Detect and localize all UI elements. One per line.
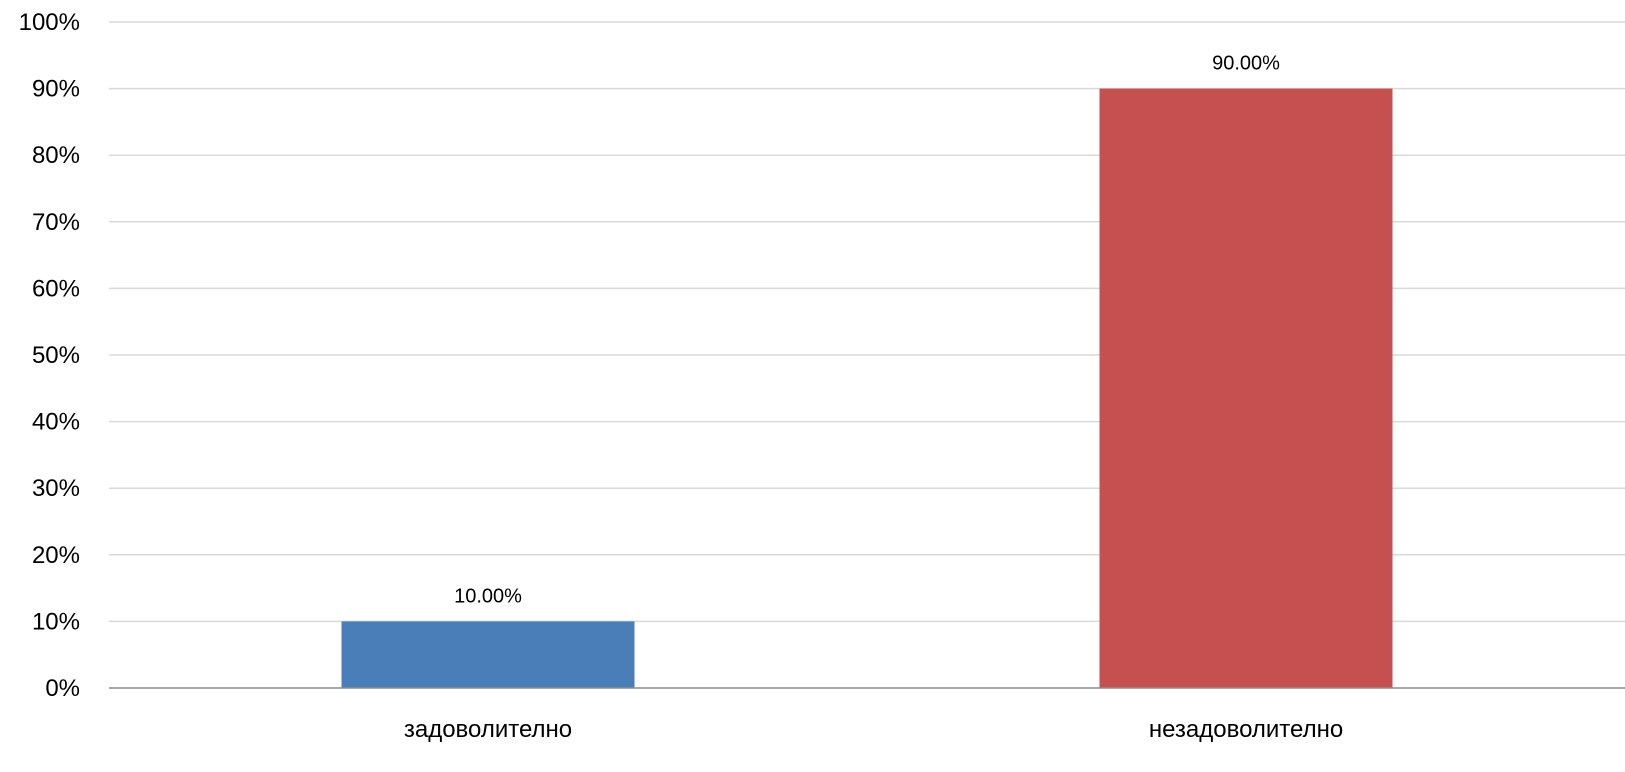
bar-1 <box>341 621 635 688</box>
x-category-label: задоволително <box>404 716 572 743</box>
data-label: 10.00% <box>454 585 522 607</box>
y-tick-label: 80% <box>32 142 80 169</box>
x-axis-labels: задоволително незадоволително <box>404 716 1343 743</box>
y-tick-label: 90% <box>32 76 80 103</box>
bars <box>341 88 1393 689</box>
y-tick-label: 20% <box>32 542 80 569</box>
data-label: 90.00% <box>1212 53 1280 75</box>
y-tick-label: 100% <box>19 9 80 36</box>
y-tick-label: 50% <box>32 342 80 369</box>
y-tick-label: 30% <box>32 475 80 502</box>
y-tick-label: 40% <box>32 409 80 436</box>
y-tick-label: 60% <box>32 275 80 302</box>
x-category-label: незадоволително <box>1149 716 1343 743</box>
y-tick-label: 0% <box>45 675 80 702</box>
y-tick-label: 10% <box>32 608 80 635</box>
bar-2 <box>1099 88 1393 689</box>
data-labels: 10.00% 90.00% <box>454 53 1280 608</box>
y-tick-label: 70% <box>32 209 80 236</box>
gridlines <box>109 21 1625 623</box>
y-axis-ticks: 0% 10% 20% 30% 40% 50% 60% 70% 80% 90% 100% <box>19 9 80 702</box>
